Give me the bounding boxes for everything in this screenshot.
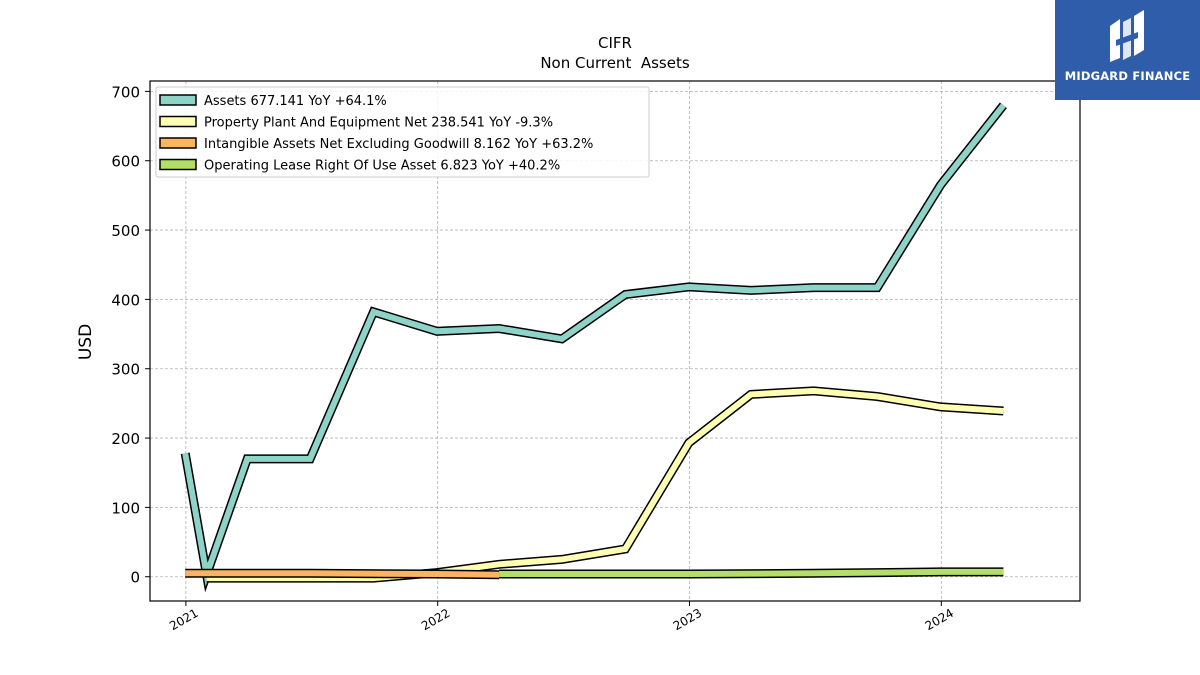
series-3: [185, 568, 500, 580]
series-line: [499, 568, 1004, 577]
legend-swatch: [159, 137, 197, 149]
x-tick-label: 2024: [923, 606, 956, 633]
y-tick-label: 500: [111, 222, 140, 240]
y-tick-label: 700: [111, 83, 140, 101]
x-tick-label: 2023: [671, 606, 704, 633]
legend-entry: Intangible Assets Net Excluding Goodwill…: [204, 137, 593, 152]
legend-swatch: [159, 94, 197, 106]
legend-box: [155, 86, 650, 178]
brand-name: MIDGARD FINANCE: [1064, 69, 1191, 83]
plot-area-frame: [149, 80, 1081, 602]
y-axis: 0 100 200 300 400 500 600 700: [111, 83, 150, 587]
chart-subtitle: Non Current Assets: [540, 54, 690, 72]
x-tick-label: 2022: [419, 606, 452, 633]
y-tick-label: 0: [130, 569, 140, 587]
x-tick-label: 2021: [167, 606, 200, 633]
chart-title: CIFR: [598, 34, 632, 52]
y-tick-label: 600: [111, 153, 140, 171]
legend: Assets 677.141 YoY +64.1% Property Plant …: [155, 86, 650, 178]
series-layer: [180, 102, 1007, 593]
legend-entry: Property Plant And Equipment Net 238.541…: [204, 116, 553, 131]
y-tick-label: 300: [111, 361, 140, 379]
y-tick-label: 400: [111, 291, 140, 309]
y-axis-label: USD: [76, 324, 96, 360]
y-tick-label: 200: [111, 430, 140, 448]
legend-swatch: [159, 115, 197, 128]
x-axis: 2021 2022 2023 2024: [167, 601, 956, 633]
y-tick-label: 100: [111, 499, 140, 517]
brand-logo-icon: [1110, 10, 1144, 62]
series-line: [185, 570, 500, 578]
legend-swatch: [159, 158, 197, 171]
legend-entry: Assets 677.141 YoY +64.1%: [204, 94, 387, 109]
brand-logo: MIDGARD FINANCE: [1055, 0, 1200, 100]
series-line: [182, 103, 1006, 587]
series-1: [180, 102, 1007, 593]
legend-entry: Operating Lease Right Of Use Asset 6.823…: [204, 159, 560, 174]
series-4: [499, 567, 1004, 579]
